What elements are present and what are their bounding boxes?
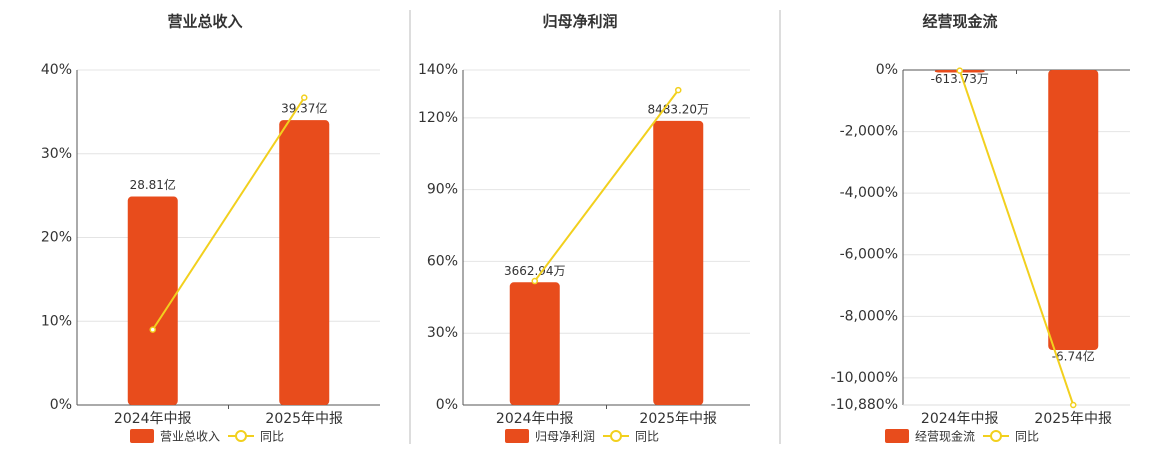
bar bbox=[509, 282, 560, 405]
value-label: 3662.94万 bbox=[504, 264, 566, 278]
bar bbox=[653, 120, 704, 405]
x-tick-label: 2024年中报 bbox=[114, 411, 192, 427]
y-tick-label: 30% bbox=[427, 325, 458, 341]
legend-label: 同比 bbox=[635, 430, 659, 444]
line-point bbox=[531, 277, 538, 285]
x-tick-label: 2025年中报 bbox=[639, 411, 717, 427]
legend-label: 营业总收入 bbox=[160, 430, 220, 444]
legend-swatch bbox=[505, 429, 529, 443]
y-tick-label: 10% bbox=[41, 313, 72, 329]
y-tick-label: 40% bbox=[41, 62, 72, 78]
value-label: 28.81亿 bbox=[130, 177, 176, 192]
x-tick-label: 2025年中报 bbox=[1034, 411, 1112, 427]
value-label: 39.37亿 bbox=[281, 101, 327, 116]
y-tick-label: 0% bbox=[436, 397, 458, 413]
y-tick-label: 0% bbox=[50, 397, 72, 413]
line-point bbox=[956, 67, 963, 74]
y-tick-label: 60% bbox=[427, 253, 458, 269]
legend-swatch bbox=[130, 429, 154, 443]
legend-marker bbox=[990, 430, 1002, 442]
x-tick-label: 2024年中报 bbox=[921, 411, 999, 427]
y-tick-label: 140% bbox=[418, 62, 458, 78]
y-tick-label: 20% bbox=[41, 230, 72, 246]
y-tick-label: -10,000% bbox=[831, 370, 898, 386]
bar bbox=[1048, 70, 1099, 350]
line-point bbox=[1070, 401, 1077, 409]
chart-title: 营业总收入 bbox=[167, 13, 242, 31]
y-tick-label: 120% bbox=[418, 110, 458, 126]
y-tick-label: 30% bbox=[41, 146, 72, 162]
line bbox=[533, 89, 680, 282]
x-tick-label: 2025年中报 bbox=[265, 411, 343, 427]
legend-marker bbox=[610, 430, 622, 442]
line-point bbox=[149, 326, 156, 333]
bar bbox=[127, 196, 178, 405]
y-tick-label: -4,000% bbox=[840, 185, 898, 201]
bar bbox=[279, 120, 330, 405]
legend-label: 经营现金流 bbox=[915, 429, 975, 444]
legend-label: 同比 bbox=[260, 430, 284, 444]
y-tick-label: -8,000% bbox=[840, 308, 898, 324]
y-tick-label: 90% bbox=[427, 182, 458, 198]
value-label: 8483.20万 bbox=[647, 102, 709, 116]
y-tick-label: -2,000% bbox=[840, 124, 898, 140]
chart-title: 归母净利润 bbox=[542, 13, 617, 31]
line-point bbox=[301, 94, 308, 101]
x-tick-label: 2024年中报 bbox=[496, 411, 574, 427]
legend-label: 同比 bbox=[1015, 430, 1039, 444]
legend-swatch bbox=[885, 429, 909, 443]
y-tick-label: -6,000% bbox=[840, 247, 898, 263]
line-point bbox=[675, 86, 682, 94]
value-label: -613.73万 bbox=[931, 72, 989, 86]
y-tick-label: 0% bbox=[876, 62, 898, 78]
legend-marker bbox=[235, 430, 247, 442]
chart-title: 经营现金流 bbox=[922, 13, 997, 31]
line bbox=[958, 70, 1075, 406]
value-label: -6.74亿 bbox=[1052, 348, 1095, 363]
legend-label: 归母净利润 bbox=[535, 430, 595, 444]
y-tick-label: -10,880% bbox=[831, 397, 898, 413]
line bbox=[151, 97, 306, 331]
